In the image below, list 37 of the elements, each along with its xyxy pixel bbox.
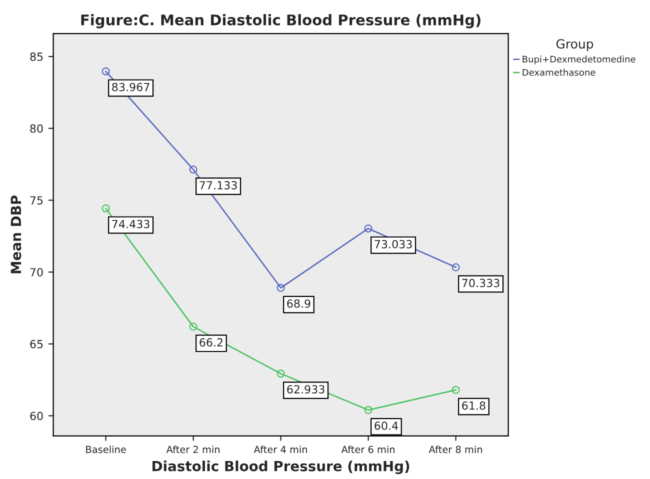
x-tick-label: After 2 min xyxy=(166,446,220,454)
point xyxy=(364,406,372,414)
legend-label: Bupi+Dexmedetomedine xyxy=(522,56,636,64)
data-label: 73.033 xyxy=(374,240,412,248)
x-tick-label: Baseline xyxy=(86,446,126,454)
data-label: 77.133 xyxy=(200,181,237,190)
data-label: 62.933 xyxy=(287,385,324,394)
point xyxy=(102,67,110,76)
point xyxy=(276,370,285,378)
x-tick-label: After 6 min xyxy=(341,446,394,454)
chart-title: Figure:C. Mean Diastolic Blood Pressure (mmHg) xyxy=(81,14,480,28)
legend-title: Group xyxy=(556,39,594,52)
point xyxy=(102,204,110,212)
x-tick-label: After 8 min xyxy=(428,446,482,454)
point xyxy=(276,284,285,292)
y-axis-title: Mean DBP xyxy=(10,195,22,274)
x-axis-title: Diastolic Blood Pressure (mmHg) xyxy=(152,460,410,474)
point xyxy=(364,224,372,233)
data-label: 68.9 xyxy=(287,299,310,308)
data-label: 74.433 xyxy=(112,220,150,228)
point xyxy=(452,263,460,272)
data-label: 61.8 xyxy=(462,401,486,410)
point xyxy=(189,166,198,174)
x-tick-label: After 4 min xyxy=(254,446,307,454)
point xyxy=(189,322,198,331)
point xyxy=(452,386,460,394)
data-label: 83.967 xyxy=(112,82,150,92)
y-tick-label: 75 xyxy=(30,196,43,205)
y-tick-label: 70 xyxy=(30,268,43,276)
data-label: 66.2 xyxy=(200,338,222,347)
y-tick-label: 85 xyxy=(30,52,43,61)
data-label: 70.333 xyxy=(462,278,500,288)
y-tick-label: 65 xyxy=(30,340,43,348)
y-tick-label: 60 xyxy=(30,412,43,420)
data-label: 60.4 xyxy=(374,422,398,430)
legend-label: Dexamethasone xyxy=(522,68,596,76)
y-tick-label: 80 xyxy=(30,124,43,133)
